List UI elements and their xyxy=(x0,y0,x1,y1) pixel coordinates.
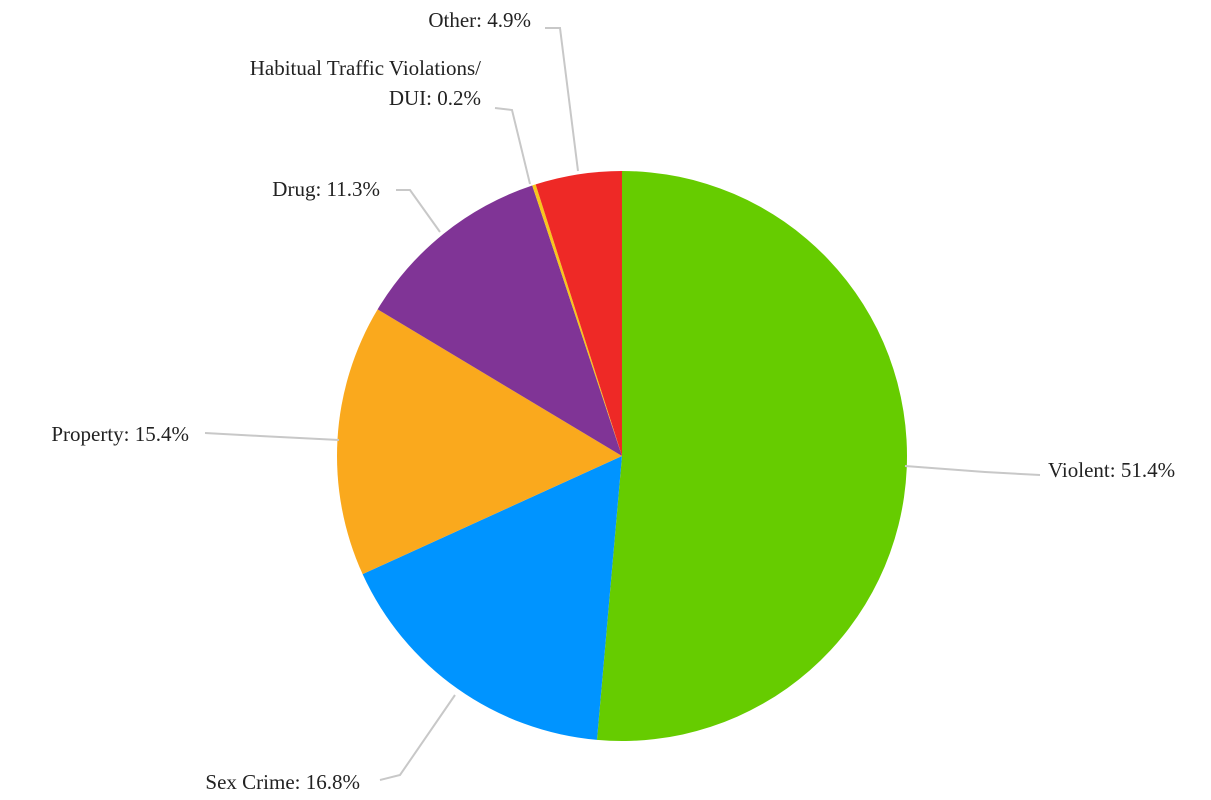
pie-slice-property xyxy=(336,309,622,575)
pie-slice-habitual-traffic-violations-dui xyxy=(532,184,622,457)
slice-label-habitual-traffic-violations-dui: Habitual Traffic Violations/DUI: 0.2% xyxy=(250,56,481,110)
leader-line-violent xyxy=(904,465,1041,476)
slice-label-sex-crime: Sex Crime: 16.8% xyxy=(205,770,360,794)
leader-lines-layer xyxy=(204,27,1041,781)
pie-slice-violent xyxy=(596,171,907,741)
pie-slice-drug xyxy=(377,185,622,456)
leader-line-drug xyxy=(396,189,441,233)
pie-slice-sex-crime xyxy=(362,456,622,740)
leader-line-property xyxy=(204,432,340,441)
slice-label-violent: Violent: 51.4% xyxy=(1048,458,1175,482)
slice-label-property: Property: 15.4% xyxy=(51,422,189,446)
slices-layer xyxy=(336,171,907,741)
pie-slice-other xyxy=(535,171,622,456)
labels-layer: Violent: 51.4% Sex Crime: 16.8% Property: … xyxy=(51,8,1175,794)
slice-label-drug: Drug: 11.3% xyxy=(272,177,380,201)
leader-line-other xyxy=(545,27,579,172)
leader-line-sex-crime xyxy=(379,694,456,781)
slice-label-other: Other: 4.9% xyxy=(428,8,531,32)
leader-line-habitual-traffic-violations-dui xyxy=(494,107,531,185)
